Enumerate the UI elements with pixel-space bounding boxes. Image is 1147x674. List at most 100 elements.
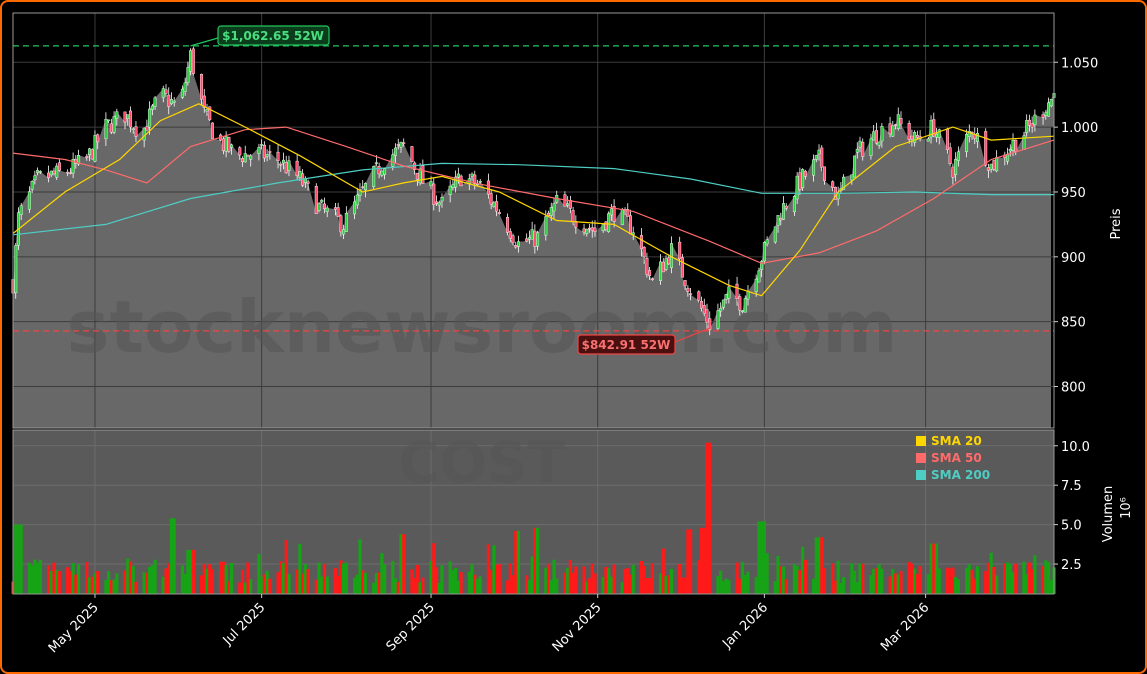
volume-bar-up [454,567,458,594]
candle-down [874,130,878,144]
candle-down [604,221,608,230]
volume-bar-down [68,571,72,594]
volume-bar-down [167,563,171,594]
volume-bar-down [563,572,567,594]
candle-up [298,171,302,178]
volume-bar-up [161,576,165,594]
volume-bar-down [396,581,400,594]
candle-down [90,149,94,160]
candle-up [38,171,42,173]
candle-down [533,230,537,247]
candle-down [822,166,826,181]
volume-bar-down [219,561,223,594]
volume-bar-down [689,529,693,594]
volume-bar-down [240,569,245,594]
volume-bar-up [287,573,291,594]
volume-bar-up [776,555,780,594]
volume-bar-down [90,576,94,594]
volume-bar-up [281,562,286,594]
candle-up [27,191,31,210]
volume-bar-up [188,549,193,594]
52w-low-callout: $842.91 52W [577,327,710,355]
volume-bar-up [55,569,59,594]
candle-up [303,178,307,183]
volume-bar-down [432,543,436,594]
candle-up [49,170,53,176]
candle-up [967,130,971,137]
volume-bar-up [801,546,805,594]
volume-bar-up [186,549,190,594]
candle-up [249,155,253,160]
candle-down [1027,119,1031,126]
candle-up [741,310,745,312]
volume-bar-down [784,579,788,594]
volume-bar-up [355,574,359,594]
volume-bar-up [956,579,960,594]
volume-bar-down [678,564,682,594]
candle-up [383,168,387,175]
candle-down [948,147,952,165]
candle-up [869,138,873,156]
volume-bar-down [915,573,919,594]
volume-bar-down [708,442,712,594]
candle-down [339,215,343,233]
volume-bar-up [527,580,532,594]
volume-bar-down [574,566,578,594]
candle-up [536,232,540,247]
volume-bar-down [202,563,206,594]
legend: SMA 20 SMA 50 SMA 200 [916,434,990,482]
volume-bar-down [593,573,597,594]
volume-bar-up [243,582,247,594]
volume-bar-up [891,568,895,594]
candle-up [456,173,460,178]
volume-bar-down [511,575,515,594]
volume-bar-down [410,569,414,594]
volume-bar-up [172,518,176,594]
candle-down [473,174,477,184]
candle-up [183,82,187,92]
candle-up [19,205,23,215]
volume-bar-down [533,527,537,594]
candle-down [738,296,742,311]
candle-up [782,203,786,220]
volume-bar-up [148,566,152,594]
candle-down [678,241,682,260]
volume-bar-up [478,576,482,594]
volume-bar-up [470,564,474,594]
volume-bar-down [1030,569,1034,594]
candle-up [448,185,452,196]
volume-bar-up [320,576,324,594]
candle-down [85,156,89,158]
volume-bar-up [850,563,854,594]
volume-bar-up [456,580,460,594]
volume-bar-up [549,580,553,594]
volume-bar-up [1022,561,1026,594]
candle-up [1025,120,1029,133]
volume-bar-down [1014,563,1018,594]
volume-bar-up [760,521,764,594]
volume-bar-up [719,570,723,594]
volume-bar-down [612,564,616,594]
volume-bar-down [803,559,807,594]
volume-y-label: Volumen [1101,486,1116,543]
volume-y-tick-label: 5.0 [1061,519,1082,534]
candle-down [508,231,512,239]
candle-up [30,181,34,190]
candle-down [547,212,551,216]
volume-bar-up [743,575,747,594]
candle-up [516,241,520,247]
candle-up [814,155,818,160]
candle-up [180,88,184,98]
candle-up [935,133,939,138]
candle-up [880,126,884,142]
volume-bar-up [716,575,720,594]
volume-bar-up [265,570,269,594]
volume-bar-down [973,578,977,594]
volume-bar-up [609,576,613,594]
volume-bar-down [642,565,646,594]
candle-down [57,162,61,171]
52w-high-callout: $1,062.65 52W [190,25,330,47]
volume-bar-down [227,581,231,594]
volume-bar-down [735,562,739,594]
